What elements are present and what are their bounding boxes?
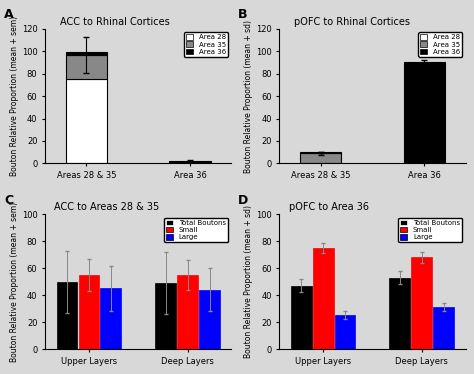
Text: pOFC to Area 36: pOFC to Area 36 xyxy=(289,202,369,212)
Bar xyxy=(291,286,311,349)
Bar xyxy=(411,257,432,349)
Text: A: A xyxy=(4,8,14,21)
Bar xyxy=(169,161,211,163)
Y-axis label: Bouton Relative Proportion (mean + sem): Bouton Relative Proportion (mean + sem) xyxy=(10,202,19,362)
Bar xyxy=(390,278,410,349)
Bar xyxy=(199,290,220,349)
Bar xyxy=(66,55,107,79)
Bar xyxy=(300,153,341,163)
Legend: Total Boutons, Small, Large: Total Boutons, Small, Large xyxy=(399,218,462,242)
Legend: Area 28, Area 35, Area 36: Area 28, Area 35, Area 36 xyxy=(184,32,228,57)
Bar xyxy=(335,315,356,349)
Text: ACC to Rhinal Cortices: ACC to Rhinal Cortices xyxy=(60,16,170,27)
Bar xyxy=(403,62,445,163)
Bar xyxy=(66,52,107,55)
Legend: Total Boutons, Small, Large: Total Boutons, Small, Large xyxy=(164,218,228,242)
Text: B: B xyxy=(238,8,248,21)
Text: C: C xyxy=(4,194,13,207)
Y-axis label: Bouton Relative Proportion (mean + sem): Bouton Relative Proportion (mean + sem) xyxy=(10,16,19,176)
Text: D: D xyxy=(238,194,248,207)
Text: pOFC to Rhinal Cortices: pOFC to Rhinal Cortices xyxy=(294,16,410,27)
Text: ACC to Areas 28 & 35: ACC to Areas 28 & 35 xyxy=(55,202,160,212)
Bar xyxy=(300,152,341,153)
Bar xyxy=(79,275,100,349)
Bar xyxy=(155,283,176,349)
Bar xyxy=(100,288,121,349)
Bar xyxy=(66,79,107,163)
Bar xyxy=(313,248,334,349)
Bar xyxy=(177,275,198,349)
Y-axis label: Bouton Relative Proportion (mean + sd): Bouton Relative Proportion (mean + sd) xyxy=(244,19,253,173)
Bar xyxy=(56,282,77,349)
Y-axis label: Bouton Relative Proportion (mean + sd): Bouton Relative Proportion (mean + sd) xyxy=(244,205,253,358)
Legend: Area 28, Area 35, Area 36: Area 28, Area 35, Area 36 xyxy=(418,32,462,57)
Bar xyxy=(433,307,454,349)
